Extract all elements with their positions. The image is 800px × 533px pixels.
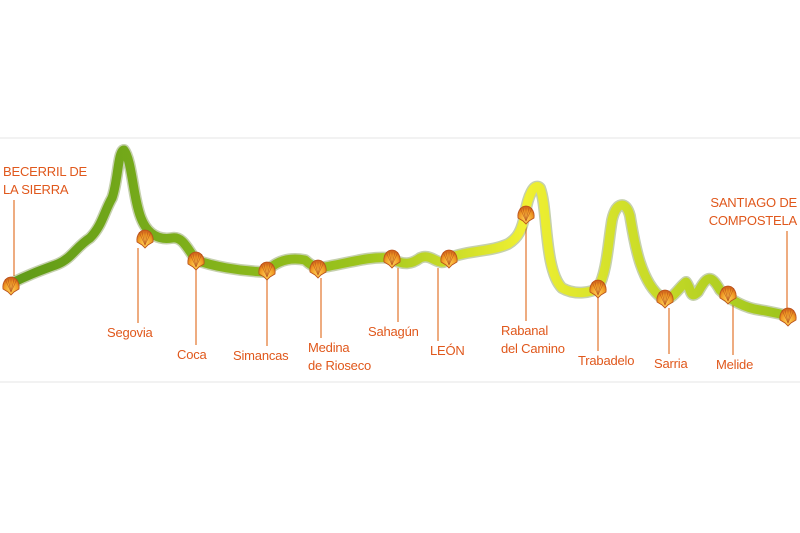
stage-label-line: LA SIERRA <box>3 182 69 197</box>
route-line <box>5 145 794 321</box>
scallop-shell-icon <box>136 229 154 249</box>
stage-label-line: Trabadelo <box>578 353 634 368</box>
stage-label-leon: LEÓN <box>430 343 465 358</box>
scallop-shell-icon <box>309 259 327 279</box>
stage-label-line: LEÓN <box>430 343 465 358</box>
stage-label-rabanal: Rabanal del Camino <box>501 323 565 356</box>
scallop-shell-icon <box>2 276 20 296</box>
scallop-shell-icon <box>383 249 401 269</box>
stage-label-simancas: Simancas <box>233 348 289 363</box>
stage-label-line: Melide <box>716 357 753 372</box>
scallop-shell-icon <box>589 279 607 299</box>
scallop-shell-icon <box>517 205 535 225</box>
stage-label-line: COMPOSTELA <box>709 213 798 228</box>
stage-label-line: Sarria <box>654 356 688 371</box>
stage-label-sahagun: Sahagún <box>368 324 419 339</box>
stage-markers <box>2 205 797 327</box>
stage-label-segovia: Segovia <box>107 325 154 340</box>
route-profile <box>4 144 795 322</box>
stage-label-medina: Medina de Rioseco <box>308 340 371 373</box>
scallop-shell-icon <box>719 285 737 305</box>
stage-label-sarria: Sarria <box>654 356 688 371</box>
scallop-shell-icon <box>656 289 674 309</box>
stage-label-coca: Coca <box>177 347 208 362</box>
leader-lines <box>13 200 788 355</box>
stage-label-santiago: SANTIAGO DE COMPOSTELA <box>709 195 798 228</box>
scallop-shell-icon <box>187 251 205 271</box>
stage-label-melide: Melide <box>716 357 753 372</box>
scallop-shell-icon <box>440 249 458 269</box>
stage-label-line: SANTIAGO DE <box>710 195 797 210</box>
stage-label-line: Segovia <box>107 325 154 340</box>
scallop-shell-icon <box>258 261 276 281</box>
stage-label-line: de Rioseco <box>308 358 371 373</box>
scallop-shell-icon <box>779 307 797 327</box>
stage-label-line: Sahagún <box>368 324 419 339</box>
stage-label-trabadelo: Trabadelo <box>578 353 634 368</box>
stage-label-line: Medina <box>308 340 350 355</box>
stage-label-becerril: BECERRIL DE LA SIERRA <box>3 164 88 197</box>
stage-label-line: BECERRIL DE <box>3 164 88 179</box>
stage-labels: BECERRIL DE LA SIERRA Segovia Coca Simancas M… <box>3 164 798 373</box>
stage-label-line: Rabanal <box>501 323 548 338</box>
stage-label-line: Simancas <box>233 348 289 363</box>
stage-label-line: del Camino <box>501 341 565 356</box>
stage-label-line: Coca <box>177 347 208 362</box>
